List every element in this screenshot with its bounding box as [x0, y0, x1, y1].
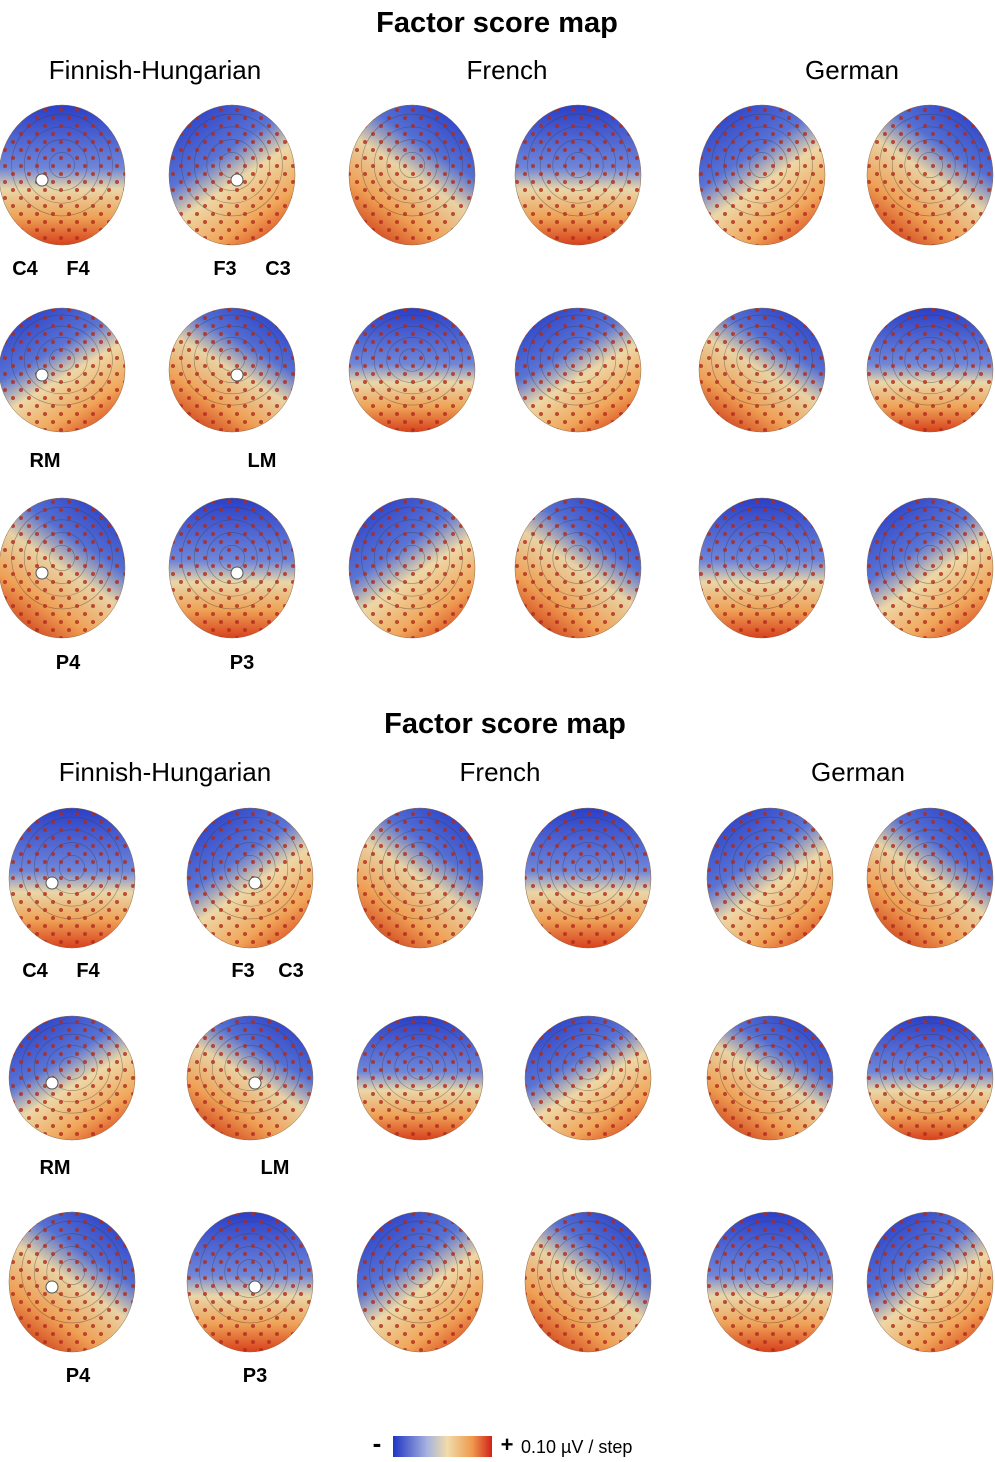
- electrodes: [867, 105, 993, 245]
- electrode-label: P4: [66, 1365, 91, 1387]
- electrodes: [867, 308, 993, 432]
- electrodes: [357, 1212, 483, 1352]
- electrodes: [707, 1212, 833, 1352]
- panel-title: Factor score map: [384, 708, 626, 740]
- electrodes: [699, 105, 825, 245]
- electrode-marker: [46, 877, 58, 889]
- group-label: French: [460, 757, 541, 787]
- electrode-label: RM: [39, 1157, 70, 1179]
- group-label: Finnish-Hungarian: [59, 757, 271, 787]
- electrodes: [515, 105, 641, 245]
- electrodes: [707, 808, 833, 948]
- electrodes: [515, 308, 641, 432]
- electrode-label: LM: [261, 1157, 290, 1179]
- colorbar: [393, 1436, 492, 1457]
- electrode-label: P4: [56, 652, 81, 674]
- electrode-marker: [249, 877, 261, 889]
- electrode-marker: [249, 1077, 261, 1089]
- electrode-marker: [231, 567, 243, 579]
- group-label: German: [805, 55, 899, 85]
- electrode-label: F4: [76, 960, 100, 982]
- electrode-label: RM: [29, 450, 60, 472]
- electrode-marker: [231, 369, 243, 381]
- electrodes: [0, 498, 125, 638]
- electrode-marker: [36, 174, 48, 186]
- electrodes: [867, 1212, 993, 1352]
- electrodes: [867, 1016, 993, 1140]
- group-label: German: [811, 757, 905, 787]
- electrode-label: C4: [22, 960, 48, 982]
- colorbar-minus: -: [373, 1428, 382, 1458]
- electrode-label: F4: [66, 258, 90, 280]
- electrodes: [169, 308, 295, 432]
- electrodes: [0, 308, 125, 432]
- electrodes: [349, 105, 475, 245]
- electrodes: [9, 1212, 135, 1352]
- electrode-label: P3: [230, 652, 254, 674]
- electrodes: [707, 1016, 833, 1140]
- electrodes: [187, 808, 313, 948]
- group-label: Finnish-Hungarian: [49, 55, 261, 85]
- electrode-label: F3: [231, 960, 254, 982]
- electrode-marker: [36, 369, 48, 381]
- electrodes: [525, 1212, 651, 1352]
- electrode-label: C3: [265, 258, 291, 280]
- page: Factor score map Finnish-Hungarian Frenc…: [0, 0, 995, 1462]
- electrodes: [9, 1016, 135, 1140]
- electrodes: [867, 498, 993, 638]
- electrode-label: C4: [12, 258, 38, 280]
- electrode-marker: [249, 1281, 261, 1293]
- electrodes: [699, 308, 825, 432]
- electrode-marker: [36, 567, 48, 579]
- electrodes: [525, 1016, 651, 1140]
- electrode-label: LM: [248, 450, 277, 472]
- electrodes: [0, 105, 125, 245]
- electrode-label: P3: [243, 1365, 267, 1387]
- electrode-marker: [46, 1077, 58, 1089]
- electrodes: [525, 808, 651, 948]
- electrode-label: C3: [278, 960, 304, 982]
- electrodes: [867, 808, 993, 948]
- electrode-marker: [231, 174, 243, 186]
- electrodes: [699, 498, 825, 638]
- electrodes: [349, 498, 475, 638]
- electrode-label: F3: [213, 258, 236, 280]
- electrodes: [169, 105, 295, 245]
- colorbar-unit: 0.10 µV / step: [521, 1437, 632, 1457]
- electrodes: [357, 1016, 483, 1140]
- electrodes: [169, 498, 295, 638]
- electrode-marker: [46, 1281, 58, 1293]
- electrodes: [187, 1212, 313, 1352]
- figure: Factor score map Finnish-Hungarian Frenc…: [0, 0, 995, 1462]
- electrodes: [9, 808, 135, 948]
- electrodes: [187, 1016, 313, 1140]
- panel-title: Factor score map: [376, 7, 618, 39]
- colorbar-plus: +: [501, 1432, 514, 1457]
- electrodes: [357, 808, 483, 948]
- group-label: French: [467, 55, 548, 85]
- electrodes: [515, 498, 641, 638]
- electrodes: [349, 308, 475, 432]
